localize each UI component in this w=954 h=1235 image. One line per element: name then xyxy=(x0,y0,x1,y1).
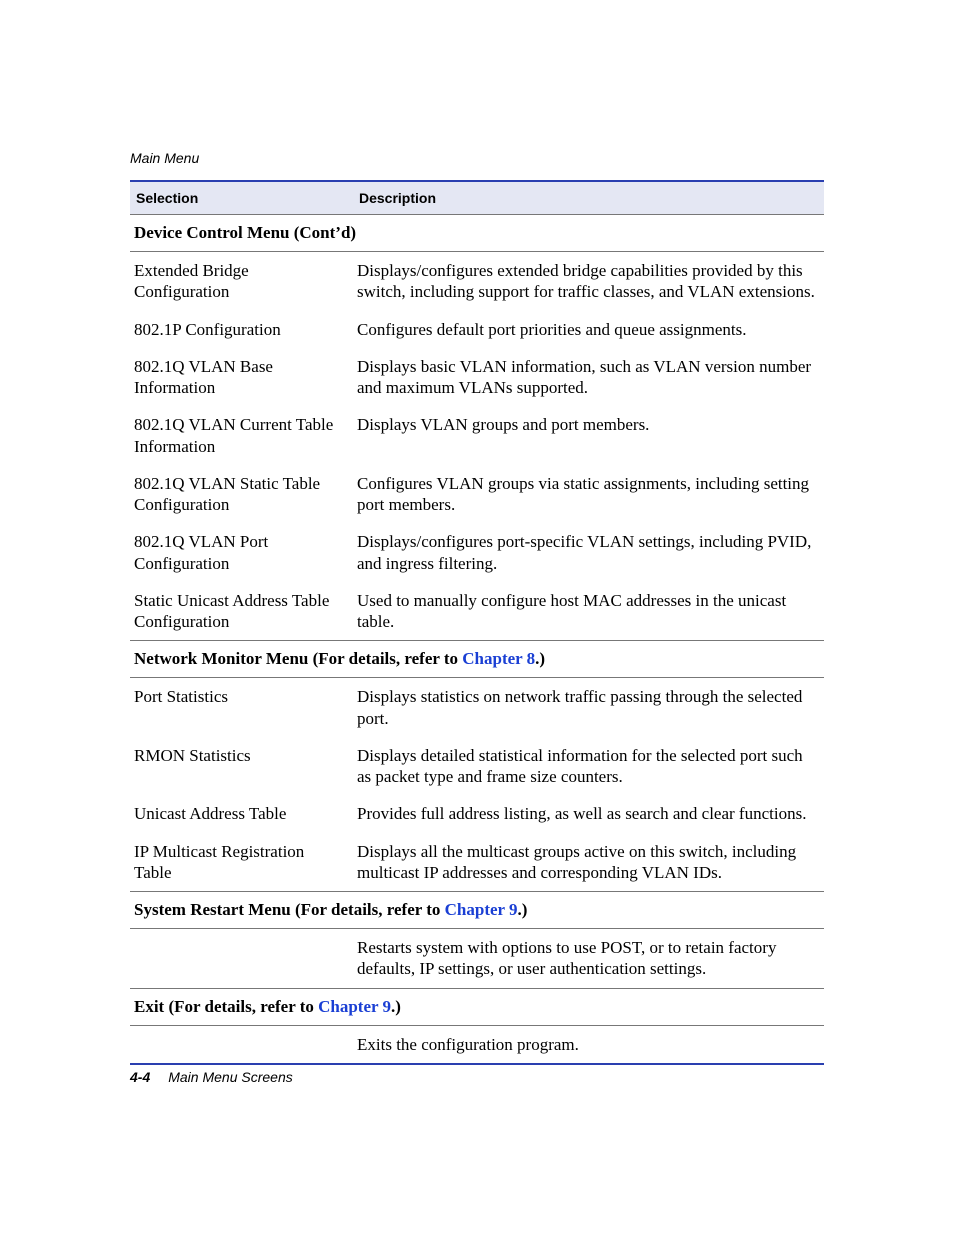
table-row: Exits the configuration program. xyxy=(130,1025,824,1064)
cell-description: Displays statistics on network traffic p… xyxy=(353,678,824,737)
cell-selection xyxy=(130,929,353,989)
table-row: IP Multicast Registration Table Displays… xyxy=(130,833,824,892)
col-header-selection: Selection xyxy=(130,181,353,215)
table-row: 802.1Q VLAN Base Information Displays ba… xyxy=(130,348,824,407)
section-title-pre: Exit (For details, refer to xyxy=(134,997,318,1016)
table-row: 802.1Q VLAN Static Table Configuration C… xyxy=(130,465,824,524)
page: Main Menu Selection Description Device C… xyxy=(0,0,954,1235)
cell-description: Displays basic VLAN information, such as… xyxy=(353,348,824,407)
cell-selection: 802.1Q VLAN Static Table Configuration xyxy=(130,465,353,524)
section-title-pre: System Restart Menu (For details, refer … xyxy=(134,900,445,919)
section-title-pre: Network Monitor Menu (For details, refer… xyxy=(134,649,462,668)
table-row: Static Unicast Address Table Configurati… xyxy=(130,582,824,641)
cell-selection: Port Statistics xyxy=(130,678,353,737)
table-header-row: Selection Description xyxy=(130,181,824,215)
section-title: Network Monitor Menu (For details, refer… xyxy=(130,641,824,678)
page-number: 4-4 xyxy=(130,1069,150,1085)
section-title: Exit (For details, refer to Chapter 9.) xyxy=(130,988,824,1025)
table-row: 802.1Q VLAN Port Configuration Displays/… xyxy=(130,523,824,582)
table-row: Port Statistics Displays statistics on n… xyxy=(130,678,824,737)
cell-description: Displays/configures port-specific VLAN s… xyxy=(353,523,824,582)
cell-description: Used to manually configure host MAC addr… xyxy=(353,582,824,641)
menu-table: Selection Description Device Control Men… xyxy=(130,180,824,1065)
cell-description: Configures VLAN groups via static assign… xyxy=(353,465,824,524)
table-row: 802.1P Configuration Configures default … xyxy=(130,311,824,348)
section-title-post: .) xyxy=(518,900,528,919)
section-title-post: .) xyxy=(535,649,545,668)
cell-selection: 802.1Q VLAN Port Configuration xyxy=(130,523,353,582)
section-title-text: Device Control Menu (Cont’d) xyxy=(134,223,356,242)
cell-description: Provides full address listing, as well a… xyxy=(353,795,824,832)
cell-description: Configures default port priorities and q… xyxy=(353,311,824,348)
table-row: Restarts system with options to use POST… xyxy=(130,929,824,989)
cell-selection: 802.1Q VLAN Current Table Information xyxy=(130,406,353,465)
table-row: Unicast Address Table Provides full addr… xyxy=(130,795,824,832)
section-title-post: .) xyxy=(391,997,401,1016)
cell-description: Exits the configuration program. xyxy=(353,1025,824,1064)
cell-description: Displays detailed statistical informatio… xyxy=(353,737,824,796)
cell-description: Restarts system with options to use POST… xyxy=(353,929,824,989)
table-row: Extended Bridge Configuration Displays/c… xyxy=(130,252,824,311)
col-header-description: Description xyxy=(353,181,824,215)
cell-description: Displays all the multicast groups active… xyxy=(353,833,824,892)
table-row: RMON Statistics Displays detailed statis… xyxy=(130,737,824,796)
cell-selection: Static Unicast Address Table Configurati… xyxy=(130,582,353,641)
chapter-link[interactable]: Chapter 9 xyxy=(318,997,391,1016)
chapter-link[interactable]: Chapter 9 xyxy=(445,900,518,919)
cell-selection: 802.1P Configuration xyxy=(130,311,353,348)
cell-description: Displays/configures extended bridge capa… xyxy=(353,252,824,311)
cell-selection: RMON Statistics xyxy=(130,737,353,796)
cell-selection xyxy=(130,1025,353,1064)
cell-selection: 802.1Q VLAN Base Information xyxy=(130,348,353,407)
cell-selection: Extended Bridge Configuration xyxy=(130,252,353,311)
running-head: Main Menu xyxy=(130,150,824,166)
footer-title: Main Menu Screens xyxy=(168,1069,293,1085)
page-footer: 4-4 Main Menu Screens xyxy=(130,1069,293,1085)
section-title: Device Control Menu (Cont’d) xyxy=(130,215,824,252)
section-title: System Restart Menu (For details, refer … xyxy=(130,892,824,929)
chapter-link[interactable]: Chapter 8 xyxy=(462,649,535,668)
cell-selection: Unicast Address Table xyxy=(130,795,353,832)
table-row: 802.1Q VLAN Current Table Information Di… xyxy=(130,406,824,465)
cell-description: Displays VLAN groups and port members. xyxy=(353,406,824,465)
cell-selection: IP Multicast Registration Table xyxy=(130,833,353,892)
